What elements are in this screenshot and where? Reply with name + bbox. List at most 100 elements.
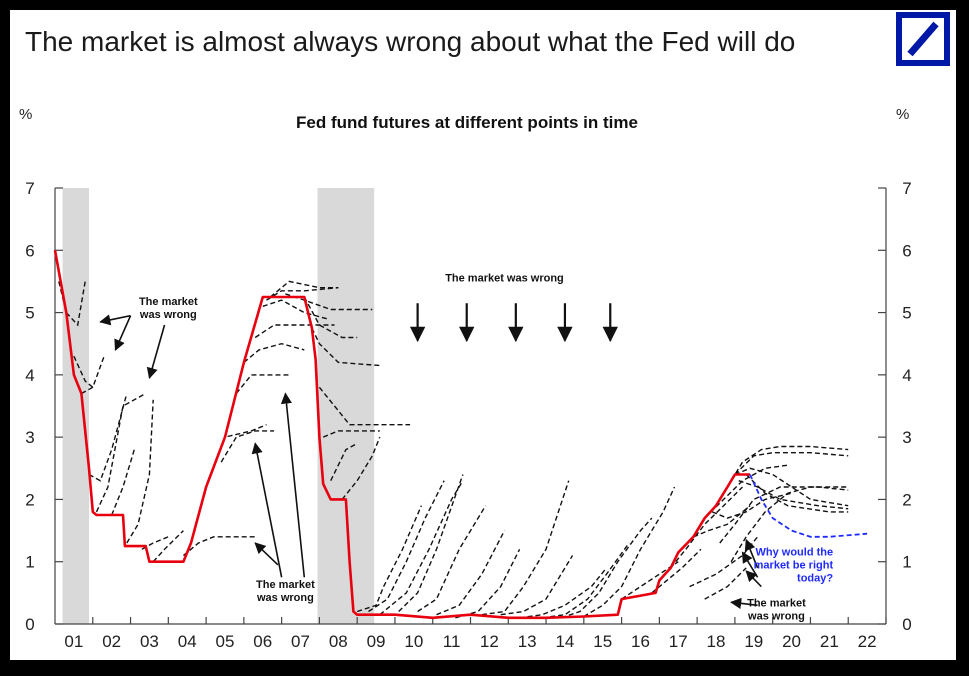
futures-curve [235, 374, 290, 394]
annotation-text: The market [747, 598, 806, 610]
futures-curve [368, 480, 445, 613]
y-tick-label: 5 [25, 304, 34, 323]
y-tick-label: 3 [25, 428, 34, 447]
futures-curve [262, 299, 328, 320]
futures-chart: 0 01 12 23 34 45 56 67 701 02 03 04 05 06 07 08 09 10 11 12… [19, 106, 912, 651]
futures-curve [734, 452, 849, 475]
futures-curve [322, 430, 380, 438]
chart-panel: The market is almost always wrong about … [10, 10, 956, 660]
futures-curve [745, 474, 849, 513]
x-tick-label: 20 [782, 632, 801, 651]
y-tick-label: 4 [902, 366, 911, 385]
annotation-text: The market [256, 579, 315, 591]
x-tick-label: 16 [631, 632, 650, 651]
futures-curve [621, 561, 679, 600]
y-tick-label: 6 [25, 241, 34, 260]
pointer-arrow [280, 392, 306, 578]
x-tick-label: 08 [329, 632, 348, 651]
x-tick-label: 03 [140, 632, 159, 651]
x-tick-label: 17 [669, 632, 688, 651]
futures-curve [560, 517, 653, 619]
y-tick-label: 1 [25, 553, 34, 572]
pointer-arrow [254, 542, 279, 566]
futures-curve [398, 474, 464, 612]
futures-curve [111, 449, 135, 516]
futures-curve [88, 393, 128, 482]
futures-curve [152, 530, 184, 563]
pointer-arrow [745, 570, 762, 588]
annotation-text: was wrong [139, 309, 197, 321]
y-tick-label: 3 [902, 428, 911, 447]
page-title: The market is almost always wrong about … [25, 26, 796, 57]
pointer-arrow [744, 538, 759, 569]
pointer-arrow [114, 315, 132, 351]
y-axis-label-left: % [19, 106, 32, 123]
annotation-text: market be right [754, 559, 834, 571]
annotation-text: Why would the [756, 546, 834, 558]
x-tick-label: 13 [518, 632, 537, 651]
annotation-text: today? [797, 572, 833, 584]
deutsche-bank-logo-icon [896, 12, 950, 66]
futures-curve [583, 486, 676, 618]
futures-curve [126, 399, 154, 544]
futures-curve [730, 486, 849, 563]
y-tick-label: 7 [902, 179, 911, 198]
futures-curve [542, 542, 630, 619]
x-tick-label: 15 [593, 632, 612, 651]
futures-curve [417, 505, 487, 613]
futures-curve [220, 430, 275, 463]
futures-curve [269, 280, 339, 298]
futures-curve [303, 296, 358, 339]
futures-curve [243, 342, 305, 363]
futures-curve [266, 287, 339, 301]
futures-curve [356, 505, 423, 613]
x-tick-label: 18 [707, 632, 726, 651]
x-tick-label: 09 [367, 632, 386, 651]
x-tick-label: 22 [858, 632, 877, 651]
y-tick-label: 0 [25, 615, 34, 634]
pointer-arrow [99, 314, 131, 326]
futures-curve [500, 555, 574, 616]
annotation-text: The market [139, 296, 198, 308]
futures-curve [379, 480, 464, 616]
futures-curve [481, 480, 570, 616]
futures-curve [341, 436, 381, 500]
x-tick-label: 14 [555, 632, 574, 651]
futures-curve [81, 355, 105, 395]
futures-curve [436, 530, 506, 616]
futures-curve [254, 324, 335, 339]
pointer-arrow [146, 324, 166, 380]
futures-curve [182, 536, 256, 557]
annotation-text: was wrong [256, 592, 314, 604]
recession-band [317, 188, 375, 624]
actual-rate-line [53, 250, 750, 620]
annotation-text: The market was wrong [445, 272, 564, 284]
futures-curve [73, 355, 94, 388]
x-tick-label: 12 [480, 632, 499, 651]
futures-curve [734, 467, 849, 507]
y-tick-label: 2 [902, 490, 911, 509]
futures-curve [670, 486, 743, 569]
y-tick-label: 2 [25, 490, 34, 509]
futures-curve [726, 445, 849, 488]
y-tick-label: 0 [902, 615, 911, 634]
futures-curve [719, 486, 849, 544]
x-tick-label: 07 [291, 632, 310, 651]
pointer-arrow [730, 597, 758, 609]
annotation-text: was wrong [747, 611, 805, 623]
futures-curve [95, 392, 147, 513]
x-tick-label: 10 [404, 632, 423, 651]
x-tick-label: 02 [102, 632, 121, 651]
y-axis-label-right: % [896, 106, 909, 123]
chart-title: Fed fund futures at different points in … [296, 113, 638, 132]
x-tick-label: 04 [178, 632, 197, 651]
y-tick-label: 5 [902, 304, 911, 323]
current-futures-curve [749, 474, 868, 538]
x-tick-label: 05 [216, 632, 235, 651]
y-tick-label: 4 [25, 366, 34, 385]
futures-curve [318, 386, 411, 426]
y-tick-label: 1 [902, 553, 911, 572]
x-tick-label: 01 [64, 632, 83, 651]
x-tick-label: 11 [443, 632, 461, 651]
futures-curve [311, 327, 380, 367]
